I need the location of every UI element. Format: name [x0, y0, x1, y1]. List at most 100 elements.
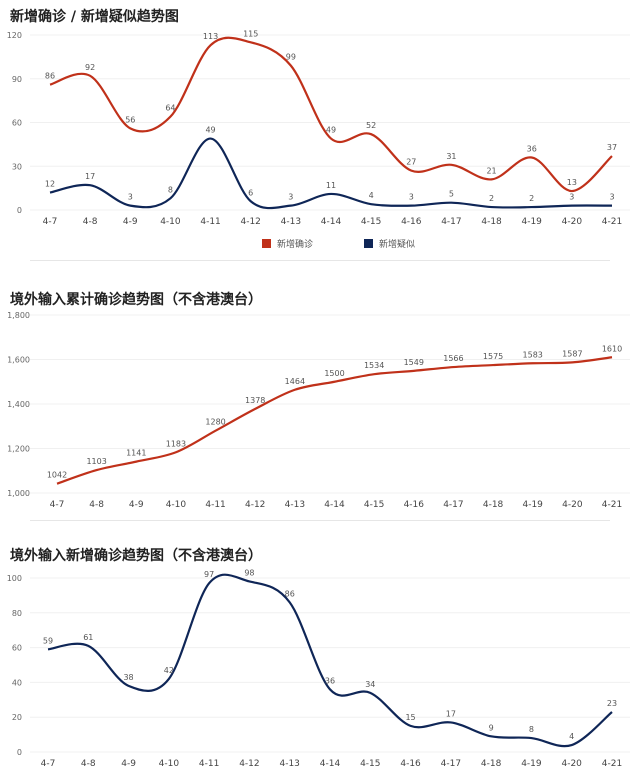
chart-2-series-1-data-label: 1575: [483, 352, 503, 361]
chart-3-series-1-data-label: 98: [244, 568, 254, 577]
chart-2-series-1-data-label: 1042: [47, 471, 67, 480]
chart-1-xtick-label: 4-15: [361, 217, 381, 227]
chart-1-xtick-label: 4-21: [602, 217, 622, 227]
chart-1-series-2-data-label: 3: [609, 193, 614, 202]
chart-1-series-2-data-label: 2: [489, 194, 494, 203]
chart-1-series-1-data-label: 92: [85, 63, 95, 72]
chart-1-series-2-data-label: 8: [168, 185, 173, 194]
chart-3-ytick-label: 40: [12, 678, 22, 687]
chart-3-xtick-label: 4-16: [400, 759, 421, 769]
divider: [30, 520, 610, 521]
chart-1-series-2-data-label: 2: [529, 194, 534, 203]
chart-1-series-2-data-label: 17: [85, 172, 95, 181]
chart-1-xtick-label: 4-19: [521, 217, 542, 227]
chart-3-series-1-data-label: 59: [43, 636, 53, 645]
chart-1-ytick-label: 120: [7, 31, 22, 40]
chart-2-xtick-label: 4-19: [522, 500, 543, 510]
chart-1-series-1-data-label: 56: [125, 115, 135, 124]
chart-2-series-1-data-label: 1464: [285, 377, 305, 386]
chart-3-ytick-label: 100: [7, 574, 22, 583]
chart-3-series-1-line: [47, 573, 613, 748]
chart-3-xtick-label: 4-15: [360, 759, 380, 769]
chart-2-xtick-label: 4-12: [245, 500, 265, 510]
chart-3-ytick-label: 80: [12, 609, 22, 618]
legend-label-confirmed: 新增确诊: [277, 240, 314, 250]
chart-2-series-1-data-label: 1378: [245, 396, 265, 405]
chart-3-series-1-data-label: 42: [164, 666, 174, 675]
chart-2-xtick-label: 4-7: [50, 500, 65, 510]
chart-2-xtick-label: 4-14: [324, 500, 345, 510]
chart-3-xtick-label: 4-10: [159, 759, 180, 769]
chart-2-series-1-line: [56, 356, 613, 485]
chart-1-xtick-label: 4-8: [83, 217, 98, 227]
chart-1-xtick-label: 4-13: [281, 217, 301, 227]
legend-swatch-confirmed: [262, 239, 271, 248]
chart-3-xtick-label: 4-13: [279, 759, 299, 769]
chart-3-series-1-data-label: 17: [446, 709, 456, 718]
chart-3-ytick-label: 20: [12, 713, 22, 722]
chart-1-series-2-data-label: 12: [45, 180, 55, 189]
chart-2-xtick-label: 4-21: [602, 500, 622, 510]
chart-2-series-1-data-label: 1566: [443, 354, 463, 363]
chart-1-xtick-label: 4-11: [200, 217, 220, 227]
chart-2-series-1-data-label: 1549: [404, 358, 424, 367]
chart-1-xtick-label: 4-18: [481, 217, 502, 227]
chart-2-ytick-label: 1,200: [7, 445, 30, 454]
chart-3-ytick-label: 0: [17, 748, 22, 757]
chart-1-series-1-data-label: 115: [243, 29, 258, 38]
chart-3-series-1-data-label: 97: [204, 570, 214, 579]
legend-item-confirmed[interactable]: 新增确诊: [262, 237, 313, 250]
chart-3-series-1-data-label: 61: [83, 633, 93, 642]
chart-1-series-1-data-label: 21: [486, 166, 496, 175]
chart-1-xtick-label: 4-17: [441, 217, 461, 227]
chart-3-xtick-label: 4-11: [199, 759, 219, 769]
chart-1-series-2-data-label: 11: [326, 181, 336, 190]
chart-3-series-1-data-label: 86: [285, 589, 295, 598]
chart-3-series-1-data-label: 36: [325, 676, 335, 685]
chart-1-series-1-data-label: 99: [286, 53, 296, 62]
chart-2-ytick-label: 1,000: [7, 489, 30, 498]
chart-2-xtick-label: 4-16: [404, 500, 425, 510]
legend-item-suspected[interactable]: 新增疑似: [364, 237, 415, 250]
chart-3-ytick-label: 60: [12, 644, 22, 653]
chart-1-series-2-data-label: 3: [288, 193, 293, 202]
chart-2-series-1-data-label: 1141: [126, 449, 146, 458]
chart-1-ytick-label: 60: [12, 119, 22, 128]
chart-3-series-1-data-label: 9: [489, 723, 494, 732]
chart-1-series-1-data-label: 31: [446, 152, 456, 161]
chart-1-title: 新增确诊 / 新增疑似趋势图: [10, 9, 179, 25]
chart-3-series-1-data-label: 15: [405, 713, 415, 722]
chart-1-series-1-line: [49, 36, 613, 193]
chart-3-xtick-label: 4-9: [121, 759, 136, 769]
chart-1-series-2-data-label: 5: [449, 190, 454, 199]
chart-3-xtick-label: 4-7: [41, 759, 56, 769]
chart-1-ytick-label: 90: [12, 75, 22, 84]
chart-3-xtick-label: 4-19: [521, 759, 542, 769]
chart-3-title: 境外输入新增确诊趋势图（不含港澳台）: [10, 548, 262, 564]
legend-label-suspected: 新增疑似: [379, 240, 416, 250]
chart-1-series-1-data-label: 52: [366, 121, 376, 130]
chart-2-ytick-label: 1,800: [7, 311, 30, 320]
chart-2-xtick-label: 4-13: [285, 500, 305, 510]
chart-2-xtick-label: 4-20: [562, 500, 583, 510]
chart-1-series-1-data-label: 86: [45, 72, 55, 81]
chart-1-xtick-label: 4-9: [123, 217, 138, 227]
chart-3-xtick-label: 4-14: [320, 759, 341, 769]
legend-swatch-suspected: [364, 239, 373, 248]
chart-3-xtick-label: 4-12: [239, 759, 259, 769]
chart-1-series-1-data-label: 64: [165, 104, 175, 113]
chart-1-series-1-data-label: 13: [567, 178, 577, 187]
chart-2-ytick-label: 1,400: [7, 400, 30, 409]
chart-3-series-1-data-label: 34: [365, 680, 375, 689]
chart-2-xtick-label: 4-11: [205, 500, 225, 510]
chart-2-series-1-data-label: 1610: [602, 344, 622, 353]
chart-2-xtick-label: 4-8: [89, 500, 104, 510]
chart-3-series-1-data-label: 4: [569, 732, 574, 741]
chart-1-series-2-data-label: 3: [128, 193, 133, 202]
chart-1-series-2-data-label: 3: [409, 193, 414, 202]
chart-1-series-2-data-label: 49: [205, 126, 215, 135]
chart-1-series-2-data-label: 4: [369, 191, 374, 200]
chart-3-series-1-data-label: 23: [607, 699, 617, 708]
chart-1-series-2-data-label: 3: [569, 193, 574, 202]
